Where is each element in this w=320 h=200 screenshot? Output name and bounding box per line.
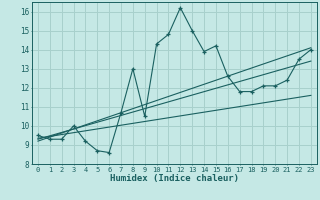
X-axis label: Humidex (Indice chaleur): Humidex (Indice chaleur)	[110, 174, 239, 183]
